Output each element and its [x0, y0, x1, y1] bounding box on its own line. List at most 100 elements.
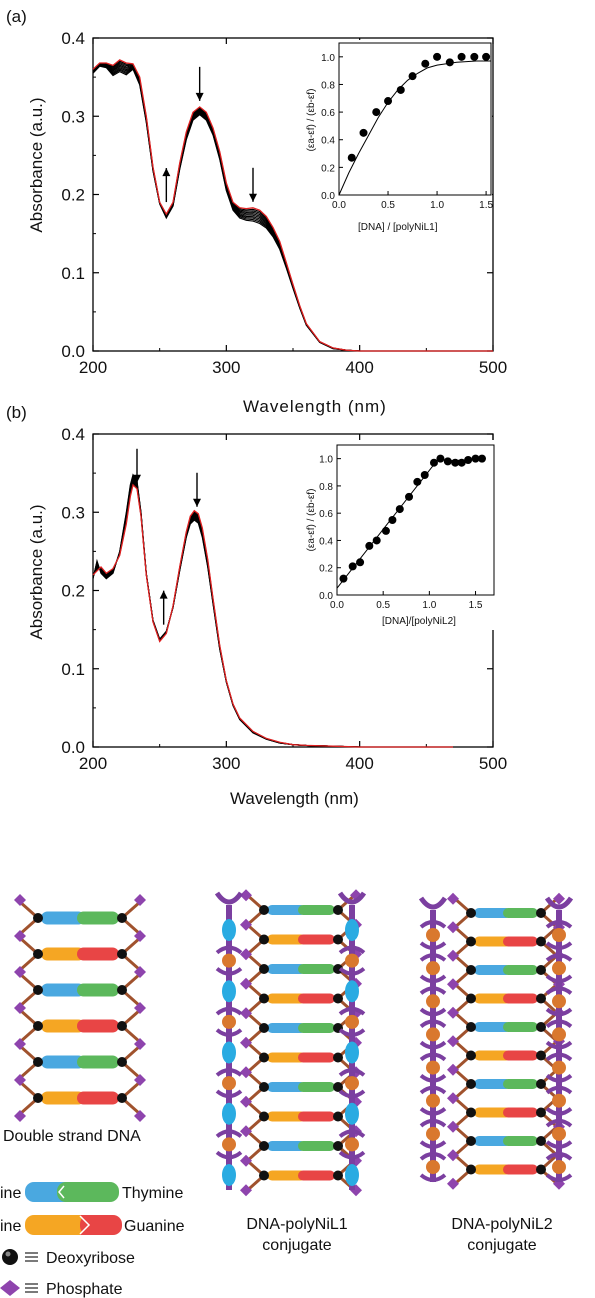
- inset-data-point: [421, 59, 430, 68]
- guanine-base: [77, 947, 119, 961]
- ni-complex-cyan: [345, 1164, 359, 1186]
- thymine-base: [77, 911, 119, 925]
- polymer-ligand-arm: [419, 1140, 447, 1149]
- inset-data-point: [445, 58, 454, 67]
- ni-complex-orange: [552, 928, 566, 942]
- arrow-down-head: [195, 92, 204, 101]
- ni-complex-orange: [426, 1093, 440, 1108]
- polymer-ligand-arm: [215, 1150, 243, 1160]
- inset-y-tick-label: 0.2: [319, 564, 333, 575]
- polymer-ligand-arm: [545, 1019, 573, 1029]
- phosphate-group: [134, 1038, 146, 1050]
- phosphate-group: [134, 930, 146, 942]
- adenine-base: [474, 965, 511, 975]
- arrow-up-head: [162, 168, 171, 177]
- deoxyribose-sugar: [259, 1023, 269, 1033]
- deoxyribose-sugar: [33, 1057, 43, 1067]
- inset-y-tick-label: 1.0: [321, 53, 335, 64]
- phosphate-group: [14, 930, 26, 942]
- cytosine-base: [41, 1091, 85, 1105]
- chart-panel-a: (a) 200 300 400 500 0.0 0.1 0.2 0.3 0.4 Waveleng…: [6, 7, 507, 416]
- guanine-base: [298, 1111, 335, 1122]
- inset-data-point: [405, 492, 414, 501]
- adenine-base: [267, 1141, 306, 1151]
- guanine-base: [298, 993, 335, 1004]
- polymer-ligand-arm: [215, 967, 243, 976]
- phosphate-group: [14, 894, 26, 906]
- polymer-ligand-arm: [338, 967, 366, 976]
- inset-data-point: [413, 477, 422, 486]
- adenine-base: [41, 983, 85, 997]
- thymine-base: [503, 1022, 538, 1032]
- polymer-ligand-arm: [419, 1107, 447, 1116]
- dna-binding-diagram: Double strand DNA DNA-polyNiL1 conjugate…: [0, 889, 574, 1298]
- polymer-ligand-arm: [338, 1129, 366, 1138]
- legend-at-pair-icon: [25, 1182, 119, 1202]
- polymer-ligand-arm: [545, 1152, 573, 1161]
- deoxyribose-sugar: [259, 1141, 269, 1151]
- phosphate-group: [14, 1110, 26, 1122]
- ni-complex-cyan: [345, 919, 359, 941]
- deoxyribose-sugar: [333, 1082, 343, 1092]
- inset-y-tick-label: 0.0: [321, 191, 335, 202]
- arrow-down-head: [193, 498, 201, 507]
- deoxyribose-sugar: [259, 1082, 269, 1092]
- adenine-base: [267, 905, 306, 915]
- polymer-ligand-arm: [545, 1007, 573, 1017]
- legend-pair2-left: ine: [0, 1218, 21, 1235]
- ni-complex-cyan: [222, 980, 236, 1003]
- deoxyribose-sugar: [536, 965, 546, 975]
- inset-data-point: [372, 536, 381, 545]
- inset-y-tick-label: 0.2: [321, 163, 335, 174]
- arrow-down-head: [249, 193, 257, 202]
- x-tick-label: 500: [479, 358, 507, 377]
- polymer-ligand-arm: [545, 1073, 573, 1083]
- thymine-base: [298, 964, 335, 974]
- plot-a-axes: 200 300 400 500 0.0 0.1 0.2 0.3 0.4: [61, 29, 507, 377]
- polymer-ligand-arm: [215, 1028, 243, 1037]
- deoxyribose-sugar: [466, 1079, 476, 1089]
- inset-y-tick-label: 0.8: [319, 482, 333, 493]
- ni-complex-orange: [552, 1093, 566, 1108]
- arrow-up-head: [159, 590, 168, 599]
- inset-a-xlabel: [DNA] / [polyNiL1]: [358, 222, 438, 233]
- deoxyribose-sugar: [466, 1107, 476, 1118]
- adenine-base: [474, 1136, 511, 1146]
- x-tick-label: 300: [212, 754, 240, 773]
- cytosine-base: [267, 934, 306, 945]
- plot-b-curves: [92, 473, 453, 748]
- polymer-ligand-arm: [419, 941, 447, 950]
- inset-data-point: [464, 456, 473, 464]
- inset-a-marks: [338, 52, 491, 196]
- polymer-ligand-arm: [545, 986, 573, 995]
- cytosine-base: [474, 1107, 511, 1118]
- ni-complex-cyan: [222, 1102, 236, 1125]
- y-tick-label: 0.4: [61, 29, 85, 48]
- cytosine-base: [267, 993, 306, 1004]
- polymer-ligand-arm: [545, 1140, 573, 1149]
- cytosine-base: [267, 1170, 306, 1181]
- inset-b-marks: [336, 454, 486, 589]
- inset-data-point: [381, 526, 390, 535]
- legend-deoxyribose: Deoxyribose: [46, 1250, 135, 1267]
- inset-b-xlabel: [DNA]/[polyNiL2]: [382, 616, 456, 627]
- deoxyribose-sugar: [466, 936, 476, 947]
- polymer-end-cap: [214, 891, 244, 905]
- phosphate-group: [134, 1002, 146, 1014]
- ni-complex-cyan: [222, 919, 236, 941]
- phosphate-group: [240, 1036, 252, 1049]
- conj1-caption-line2: conjugate: [262, 1237, 331, 1254]
- polymer-ligand-arm: [338, 1028, 366, 1037]
- inset-y-tick-label: 0.4: [321, 136, 335, 147]
- inset-data-point: [420, 471, 429, 479]
- deoxyribose-sugar: [536, 1022, 546, 1032]
- polymer-ligand-arm: [545, 1040, 573, 1050]
- y-tick-label: 0.2: [61, 186, 85, 205]
- phosphate-group: [240, 1066, 252, 1079]
- polymer-ligand-arm: [338, 1068, 366, 1077]
- cytosine-base: [267, 1111, 306, 1122]
- inset-data-point: [436, 454, 445, 463]
- inset-y-tick-label: 0.4: [319, 536, 333, 547]
- inset-data-point: [477, 454, 486, 463]
